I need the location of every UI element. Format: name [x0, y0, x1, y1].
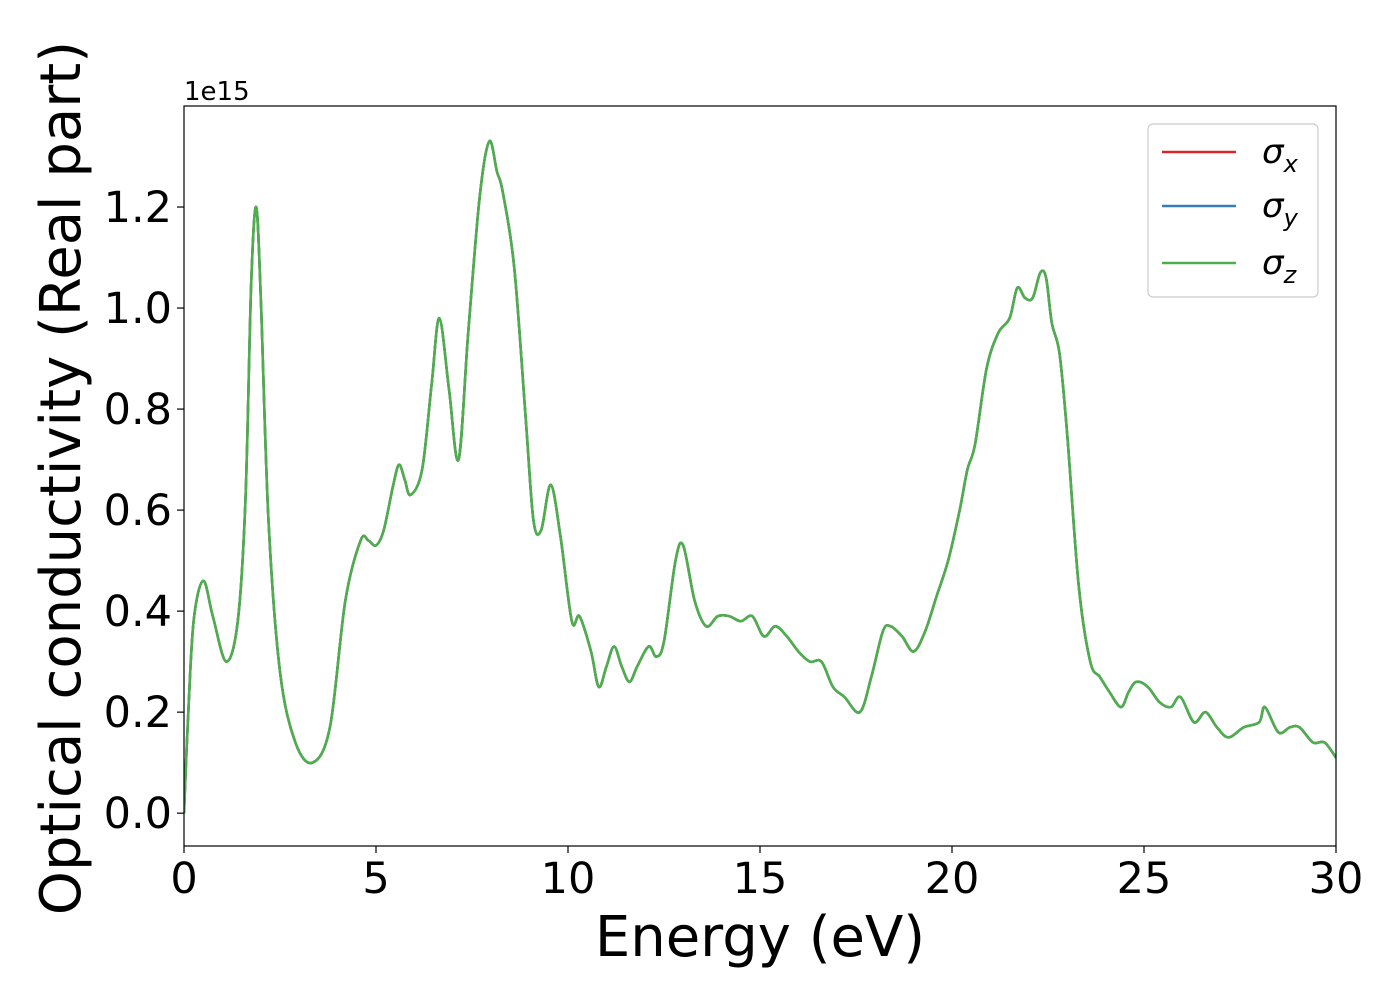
y-tick-label: 0.0	[104, 789, 172, 839]
y-tick-label: 0.8	[104, 385, 172, 435]
y-tick-label: 0.4	[104, 587, 172, 637]
y-tick-label: 1.2	[104, 183, 172, 233]
x-axis-label: Energy (eV)	[595, 905, 925, 970]
y-axis-label: Optical conductivity (Real part)	[29, 41, 94, 915]
x-tick-label: 10	[541, 854, 596, 904]
legend: σx σy σz	[1147, 123, 1319, 298]
x-tick-label: 25	[1117, 854, 1172, 904]
x-tick-label: 0	[170, 854, 197, 904]
x-tick-label: 30	[1309, 854, 1364, 904]
legend-label: σy	[1262, 186, 1299, 232]
y-tick-label: 1.0	[104, 284, 172, 334]
x-tick-label: 15	[733, 854, 788, 904]
x-axis-ticks: 0 5 10 15 20 25 30	[170, 846, 1363, 904]
y-offset-label: 1e15	[184, 77, 250, 107]
series-line-sigma-z	[184, 139, 1336, 814]
y-tick-label: 0.2	[104, 688, 172, 738]
y-axis-ticks: 0.0 0.2 0.4 0.6 0.8 1.0 1.2	[104, 183, 184, 839]
x-tick-label: 20	[925, 854, 980, 904]
plot-area	[183, 105, 1337, 847]
legend-box	[1147, 123, 1319, 298]
y-tick-label: 0.6	[104, 486, 172, 536]
legend-label: σz	[1262, 243, 1298, 289]
legend-label: σx	[1262, 132, 1299, 178]
x-tick-label: 5	[362, 854, 389, 904]
